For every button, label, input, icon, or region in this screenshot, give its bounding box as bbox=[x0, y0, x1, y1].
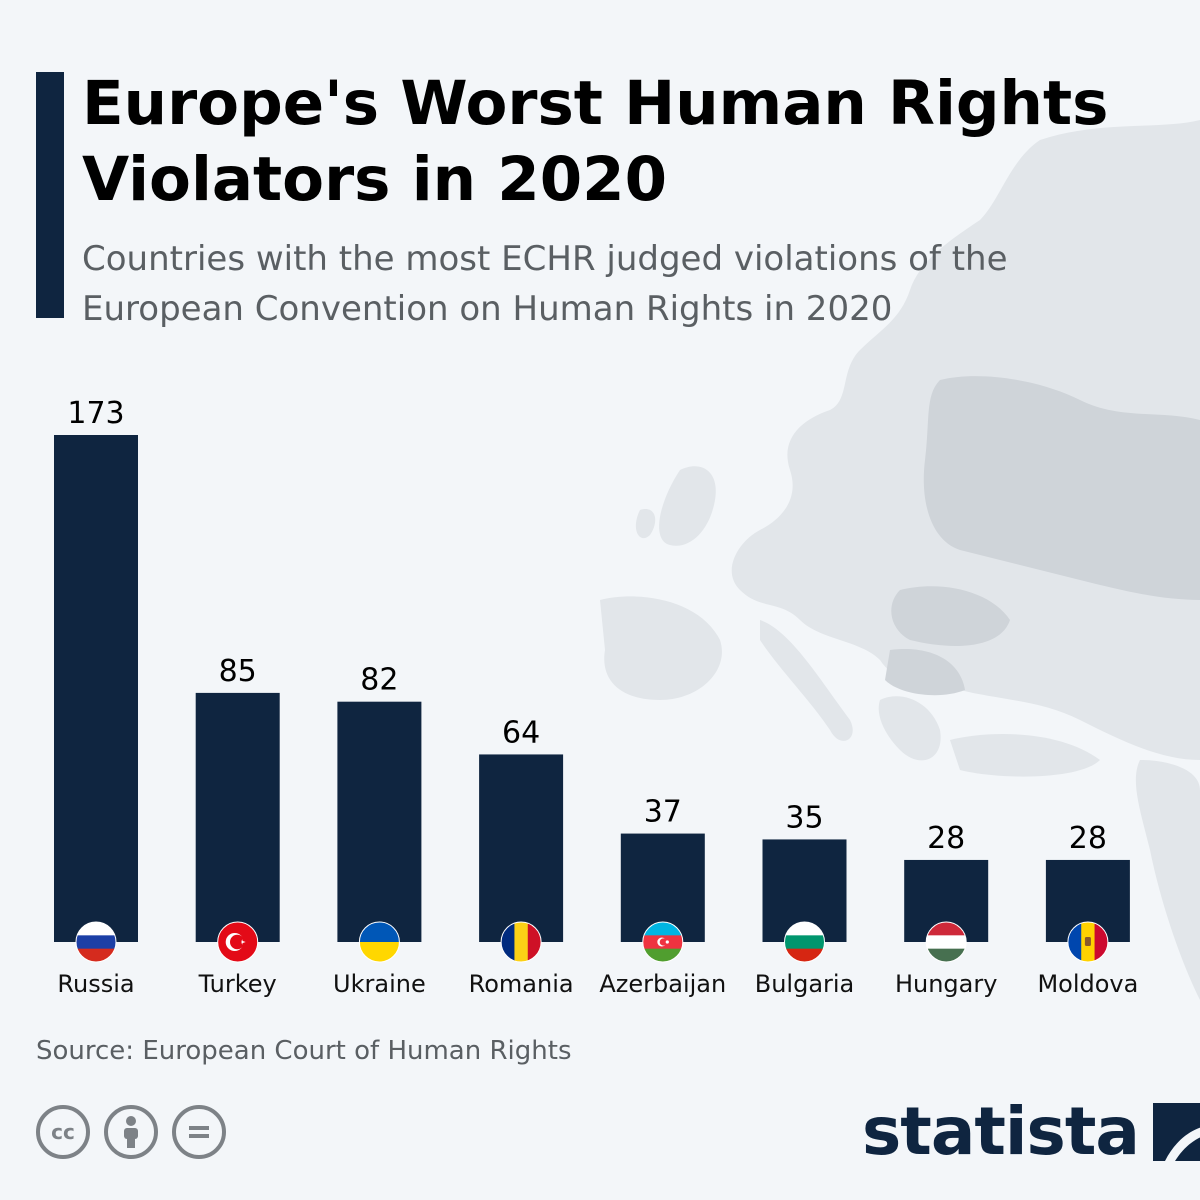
category-label-ukraine: Ukraine bbox=[333, 970, 426, 998]
value-label-turkey: 85 bbox=[219, 654, 257, 689]
bar-russia bbox=[54, 435, 138, 942]
category-label-romania: Romania bbox=[469, 970, 574, 998]
value-label-romania: 64 bbox=[502, 715, 540, 750]
category-label-azerbaijan: Azerbaijan bbox=[599, 970, 726, 998]
category-label-turkey: Turkey bbox=[198, 970, 277, 998]
statista-logo[interactable]: statista bbox=[862, 1092, 1200, 1172]
value-label-russia: 173 bbox=[67, 396, 124, 431]
value-label-bulgaria: 35 bbox=[785, 800, 823, 835]
cc-icon[interactable]: cc bbox=[36, 1105, 90, 1159]
value-label-hungary: 28 bbox=[927, 821, 965, 856]
category-label-bulgaria: Bulgaria bbox=[755, 970, 855, 998]
category-label-russia: Russia bbox=[57, 970, 134, 998]
hungary-flag-icon bbox=[925, 921, 967, 963]
russia-flag-icon bbox=[75, 921, 117, 963]
bar-romania bbox=[479, 754, 564, 942]
brand-name: statista bbox=[862, 1093, 1140, 1170]
category-label-moldova: Moldova bbox=[1037, 970, 1138, 998]
no-derivatives-icon[interactable] bbox=[172, 1105, 226, 1159]
value-label-moldova: 28 bbox=[1069, 821, 1107, 856]
title-accent-bar bbox=[36, 72, 64, 318]
source-note: Source: European Court of Human Rights bbox=[36, 1036, 572, 1066]
moldova-flag-icon bbox=[1067, 921, 1109, 963]
romania-flag-icon bbox=[500, 921, 542, 963]
bar-turkey bbox=[195, 692, 280, 942]
category-label-hungary: Hungary bbox=[895, 970, 997, 998]
chart-title: Europe's Worst Human Rights Violators in… bbox=[82, 68, 1109, 215]
ukraine-flag-icon bbox=[358, 921, 400, 963]
attribution-icon[interactable] bbox=[104, 1105, 158, 1159]
value-label-ukraine: 82 bbox=[360, 663, 398, 698]
value-label-azerbaijan: 37 bbox=[644, 795, 682, 830]
statista-mark-icon bbox=[1152, 1103, 1200, 1161]
chart-subtitle: Countries with the most ECHR judged viol… bbox=[82, 239, 1008, 329]
license-icons: cc bbox=[36, 1105, 226, 1159]
bulgaria-flag-icon bbox=[784, 921, 825, 963]
bar-ukraine bbox=[337, 701, 422, 942]
azerbaijan-flag-icon bbox=[642, 921, 684, 963]
turkey-flag-icon bbox=[217, 921, 259, 963]
